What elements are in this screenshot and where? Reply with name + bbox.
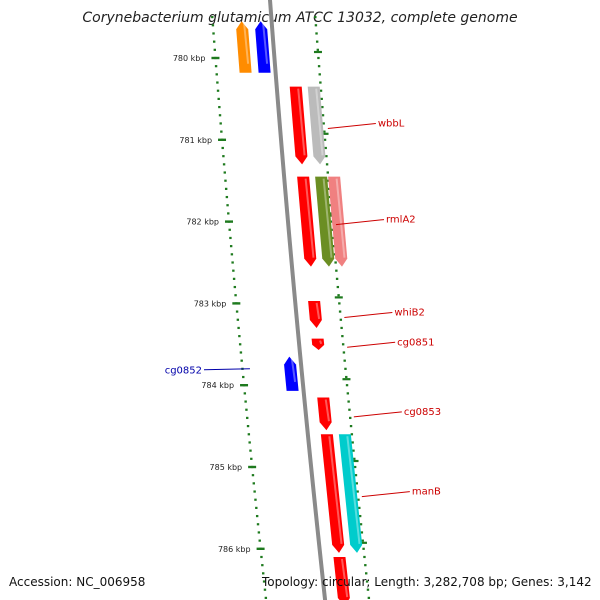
gene-name: cg0851 — [397, 337, 434, 348]
gene-highlight — [315, 88, 324, 156]
gene-highlight — [340, 558, 349, 598]
tick-label: 784 kbp — [201, 381, 234, 390]
gene-highlight — [297, 88, 306, 156]
gene-body — [315, 176, 335, 267]
gene-body — [255, 21, 271, 73]
gene-highlight — [319, 340, 323, 345]
gene-arrow — [320, 434, 345, 553]
gene-arrow — [308, 300, 322, 328]
gene-arrow — [311, 338, 325, 351]
gene-body — [338, 434, 363, 553]
gene-labels: wbbL rmlA2 whiB2 cg0851 cg0852 cg0853 manB — [165, 118, 441, 497]
gene-arrow — [289, 86, 308, 165]
gene-arrow — [284, 356, 299, 391]
gene-body — [284, 356, 299, 391]
gene-body — [333, 556, 350, 600]
leader-line — [327, 122, 376, 129]
topology-text: Topology: circular; Length: 3,282,708 bp… — [262, 575, 592, 589]
gene-arrow — [297, 176, 317, 267]
gene-highlight — [335, 178, 346, 258]
gene-name: cg0853 — [404, 407, 441, 418]
gene-highlight — [243, 23, 250, 64]
gene-highlight — [304, 178, 315, 258]
gene-name: manB — [412, 487, 441, 498]
gene-arrow — [338, 434, 363, 553]
tick-label: 785 kbp — [210, 463, 243, 472]
gene-body — [297, 176, 317, 267]
gene-label-group: whiB2 — [344, 307, 425, 318]
gene-body — [317, 397, 332, 431]
gene-highlight — [262, 23, 269, 64]
gene-body — [308, 300, 322, 328]
leader-line — [344, 311, 393, 318]
tick-label: 786 kbp — [218, 545, 251, 554]
gene-body — [328, 176, 348, 267]
kbp-ticks: 780 kbp 781 kbp 782 kbp 783 kbp 784 kbp 785 k… — [173, 54, 265, 554]
gene-label-group: cg0852 — [165, 366, 250, 377]
gene-highlight — [324, 399, 330, 422]
leader-line — [347, 341, 396, 348]
gene-body — [236, 21, 252, 73]
gene-arrow — [236, 21, 252, 73]
gene-highlight — [315, 302, 321, 320]
gene-highlight — [322, 178, 333, 258]
gene-name: cg0852 — [165, 366, 202, 377]
gene-arrow — [333, 556, 350, 600]
accession-text: Accession: NC_006958 — [9, 575, 146, 589]
gene-name: wbbL — [378, 118, 405, 129]
gene-label-group: rmlA2 — [335, 215, 416, 226]
gene-label-group: cg0853 — [353, 407, 441, 418]
genome-backbone — [268, 0, 328, 600]
gene-body — [307, 86, 326, 165]
leader-line — [353, 411, 402, 418]
gene-arrow — [317, 397, 332, 431]
gene-body — [320, 434, 345, 553]
gene-label-group: cg0851 — [347, 337, 434, 348]
tick-label: 783 kbp — [194, 299, 227, 308]
gene-arrow — [328, 176, 348, 267]
gene-arrow — [315, 176, 335, 267]
leader-line — [203, 368, 250, 371]
gene-body — [289, 86, 308, 165]
leader-line — [361, 491, 410, 498]
map-title: Corynebacterium glutamicum ATCC 13032, c… — [82, 10, 518, 26]
tick-label: 781 kbp — [179, 136, 212, 145]
gene-label-group: manB — [361, 487, 441, 498]
gene-arrow — [307, 86, 326, 165]
gene-highlight — [328, 436, 343, 545]
minor-tick-dots — [211, 16, 371, 599]
gene-name: whiB2 — [394, 307, 425, 318]
leader-line — [335, 219, 385, 226]
gene-name: rmlA2 — [386, 215, 416, 226]
gene-highlight — [346, 436, 361, 545]
gene-features — [236, 21, 363, 600]
gene-label-group: wbbL — [327, 118, 405, 129]
tick-label: 782 kbp — [186, 218, 219, 227]
gene-highlight — [290, 358, 297, 383]
tick-label: 780 kbp — [173, 54, 206, 63]
gene-body — [311, 338, 325, 351]
gene-arrow — [255, 21, 271, 73]
